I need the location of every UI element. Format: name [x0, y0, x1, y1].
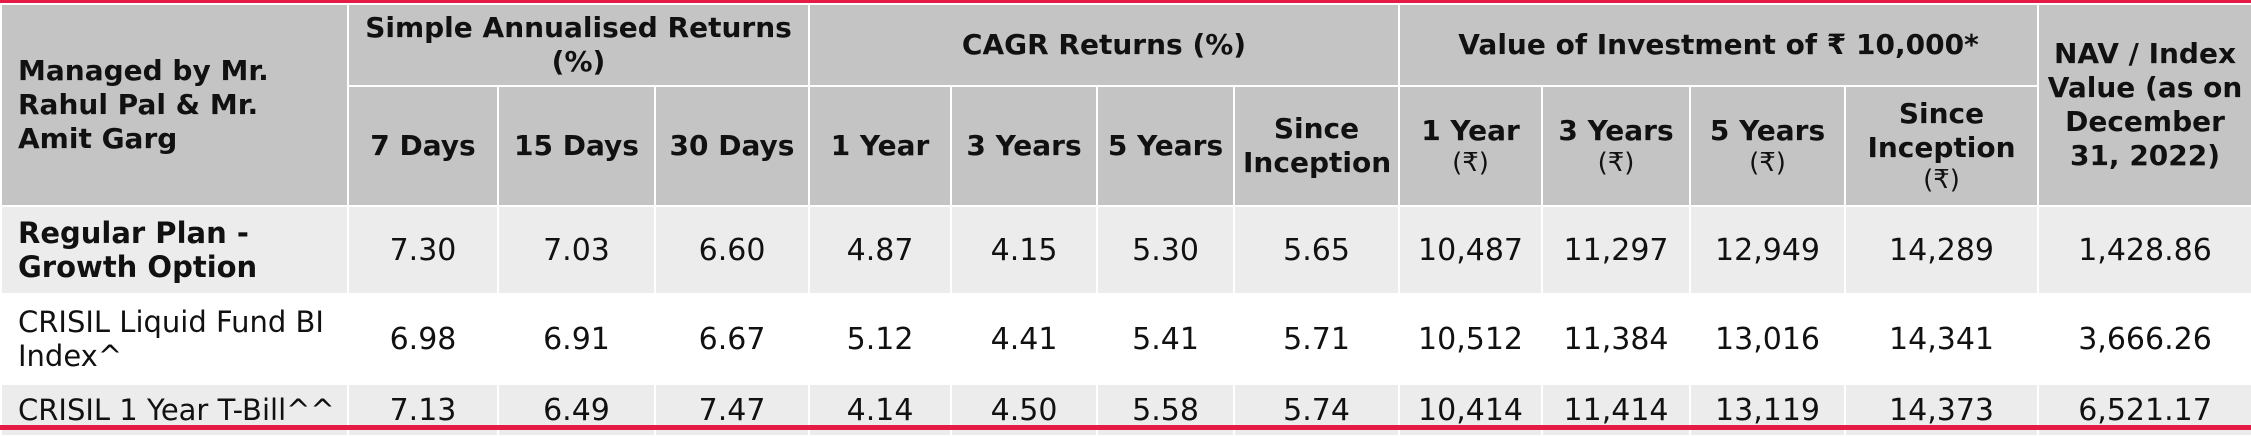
table-cell: 5.65 — [1233, 205, 1401, 295]
table-cell: 14,341 — [1844, 293, 2040, 385]
rupee-unit-label: (₹) — [1749, 148, 1786, 178]
col-header-7-days: 7 Days — [347, 85, 499, 207]
table-row: Regular Plan - Growth Option 7.30 7.03 6… — [0, 205, 2251, 295]
table-cell: 6.98 — [347, 293, 499, 385]
rupee-unit-label: (₹) — [1923, 165, 1960, 195]
col-header-30-days: 30 Days — [653, 85, 811, 207]
table-cell: 14,289 — [1844, 205, 2040, 295]
col-header-value-since-inception: Since Inception (₹) — [1844, 85, 2040, 207]
col-header-cagr-3-years: 3 Years — [950, 85, 1099, 207]
table-row: CRISIL Liquid Fund BI Index^ 6.98 6.91 6… — [0, 293, 2251, 385]
table-cell: 11,297 — [1541, 205, 1692, 295]
table-cell: 14,373 — [1844, 383, 2040, 437]
row-label: CRISIL Liquid Fund BI Index^ — [0, 293, 349, 385]
simple-returns-header: Simple Annualised Returns (%) — [346, 3, 811, 87]
table-cell: 12,949 — [1689, 205, 1847, 295]
table-cell: 1,428.86 — [2037, 205, 2251, 295]
top-accent-line — [0, 0, 2251, 3]
cagr-returns-header: CAGR Returns (%) — [808, 3, 1401, 87]
table-header: Managed by Mr. Rahul Pal & Mr. Amit Garg… — [0, 3, 2251, 207]
table-cell: 11,384 — [1541, 293, 1692, 385]
investment-value-header: Value of Investment of ₹ 10,000* — [1398, 3, 2040, 87]
table-cell: 4.41 — [950, 293, 1099, 385]
managed-by-header: Managed by Mr. Rahul Pal & Mr. Amit Garg — [0, 3, 349, 207]
col-header-value-5-years-label: 5 Years — [1709, 114, 1826, 147]
table-cell: 10,487 — [1398, 205, 1544, 295]
table-cell: 5.30 — [1096, 205, 1236, 295]
table-cell: 6.91 — [497, 293, 656, 385]
header-row-periods: 7 Days 15 Days 30 Days 1 Year 3 Years 5 … — [1, 85, 2251, 207]
col-header-value-5-years: 5 Years (₹) — [1689, 85, 1847, 207]
col-header-value-1-year: 1 Year (₹) — [1398, 85, 1544, 207]
table-cell: 5.12 — [808, 293, 953, 385]
col-header-value-3-years-label: 3 Years — [1558, 114, 1674, 147]
col-header-value-1-year-label: 1 Year — [1421, 114, 1520, 147]
table-cell: 6.67 — [653, 293, 811, 385]
row-label: Regular Plan - Growth Option — [0, 205, 349, 295]
table-cell: 7.30 — [347, 205, 499, 295]
table-cell: 7.03 — [497, 205, 656, 295]
col-header-15-days: 15 Days — [497, 85, 656, 207]
col-header-cagr-since-inception: Since Inception — [1233, 85, 1401, 207]
header-row-groups: Managed by Mr. Rahul Pal & Mr. Amit Garg… — [0, 3, 2251, 207]
fund-returns-table: Managed by Mr. Rahul Pal & Mr. Amit Garg… — [0, 3, 2251, 437]
table-cell: 10,512 — [1398, 293, 1544, 385]
col-header-cagr-5-years: 5 Years — [1096, 85, 1236, 207]
col-header-value-3-years: 3 Years (₹) — [1541, 85, 1692, 207]
bottom-accent-line — [0, 425, 2251, 430]
table-cell: 13,016 — [1689, 293, 1847, 385]
table-cell: 5.41 — [1096, 293, 1236, 385]
rupee-unit-label: (₹) — [1452, 148, 1489, 178]
nav-index-value-header: NAV / Index Value (as on December 31, 20… — [2037, 3, 2251, 207]
col-header-cagr-1-year: 1 Year — [808, 85, 953, 207]
table-cell: 5.71 — [1233, 293, 1401, 385]
rupee-unit-label: (₹) — [1597, 148, 1635, 178]
table-cell: 4.15 — [950, 205, 1099, 295]
table-cell: 4.87 — [808, 205, 953, 295]
col-header-value-since-inception-label: Since Inception — [1867, 97, 2016, 164]
table-body: Regular Plan - Growth Option 7.30 7.03 6… — [0, 205, 2251, 437]
table-cell: 3,666.26 — [2037, 293, 2251, 385]
table-cell: 6.60 — [653, 205, 811, 295]
